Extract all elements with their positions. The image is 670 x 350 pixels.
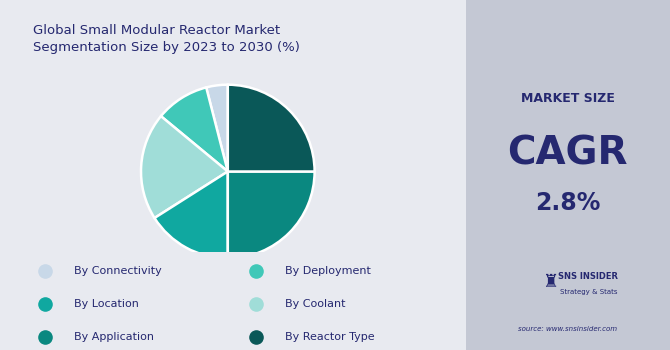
Text: By Reactor Type: By Reactor Type xyxy=(285,332,375,342)
Wedge shape xyxy=(206,85,228,172)
Wedge shape xyxy=(161,88,228,172)
Point xyxy=(251,301,261,307)
Wedge shape xyxy=(155,172,228,258)
Wedge shape xyxy=(141,116,228,218)
Text: 2.8%: 2.8% xyxy=(535,191,600,215)
Text: By Deployment: By Deployment xyxy=(285,266,371,276)
Point xyxy=(251,268,261,274)
Text: Strategy & Stats: Strategy & Stats xyxy=(559,289,617,295)
Text: By Coolant: By Coolant xyxy=(285,299,346,309)
Text: source: www.snsinsider.com: source: www.snsinsider.com xyxy=(519,326,617,332)
Wedge shape xyxy=(228,85,315,172)
Text: By Application: By Application xyxy=(74,332,154,342)
Text: By Connectivity: By Connectivity xyxy=(74,266,161,276)
Text: By Location: By Location xyxy=(74,299,139,309)
Point xyxy=(40,268,50,274)
Point xyxy=(40,334,50,340)
Point xyxy=(40,301,50,307)
Point xyxy=(251,334,261,340)
Text: SNS INSIDER: SNS INSIDER xyxy=(558,272,618,281)
Text: Global Small Modular Reactor Market
Segmentation Size by 2023 to 2030 (%): Global Small Modular Reactor Market Segm… xyxy=(33,25,299,55)
Text: CAGR: CAGR xyxy=(508,135,628,173)
Wedge shape xyxy=(228,172,315,258)
Text: MARKET SIZE: MARKET SIZE xyxy=(521,91,615,105)
Text: ♜: ♜ xyxy=(543,273,559,291)
